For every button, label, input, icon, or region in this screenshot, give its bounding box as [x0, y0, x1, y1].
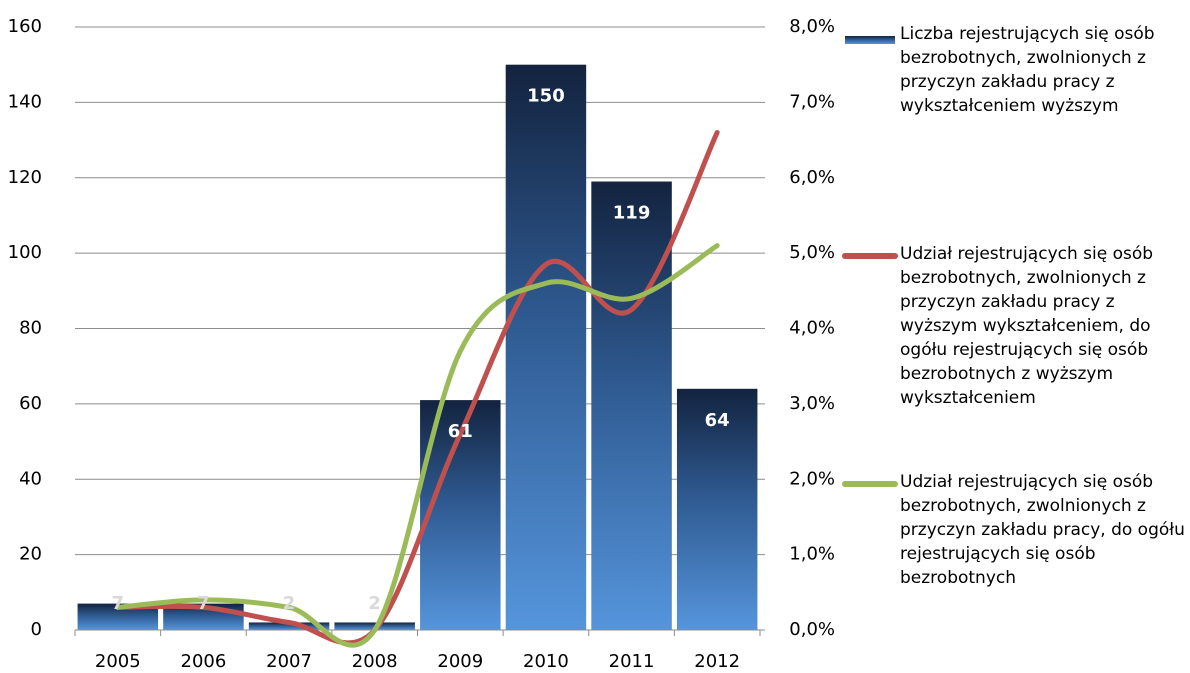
x-tick-label: 2011 [609, 651, 655, 672]
y-tick-label: 120 [8, 167, 42, 188]
y2-tick-label: 3,0% [789, 393, 835, 414]
y-tick-label: 160 [8, 16, 42, 37]
y2-tick-label: 0,0% [789, 619, 835, 640]
bar-value-label: 150 [527, 86, 565, 107]
x-tick-label: 2009 [437, 651, 483, 672]
y2-tick-label: 7,0% [789, 91, 835, 112]
x-tick-label: 2008 [352, 651, 398, 672]
y2-tick-label: 2,0% [789, 468, 835, 489]
legend-label: Udział rejestrujących się osób bezrobotn… [900, 472, 1185, 588]
bar [676, 388, 758, 630]
y-tick-label: 20 [19, 544, 42, 565]
y2-tick-label: 5,0% [789, 242, 835, 263]
bar-value-label: 2 [368, 593, 381, 614]
y2-tick-label: 4,0% [789, 318, 835, 339]
bar [248, 622, 330, 630]
y2-tick-label: 1,0% [789, 544, 835, 565]
line-series [115, 130, 720, 646]
y-tick-label: 60 [19, 393, 42, 414]
bar-value-label: 7 [112, 593, 125, 614]
x-tick-label: 2007 [266, 651, 312, 672]
x-tick-label: 2010 [523, 651, 569, 672]
y-tick-label: 100 [8, 242, 42, 263]
line-series [115, 243, 720, 648]
y-tick-label: 40 [19, 468, 42, 489]
y-tick-label: 0 [31, 619, 42, 640]
y-tick-label: 80 [19, 318, 42, 339]
legend-label: Liczba rejestrujących się osób bezrobotn… [900, 24, 1155, 116]
bar-value-label: 119 [613, 203, 651, 224]
bar [591, 181, 672, 631]
bar-value-label: 7 [197, 593, 210, 614]
y2-tick-label: 6,0% [789, 167, 835, 188]
y-tick-label: 140 [8, 91, 42, 112]
legend-swatch [845, 36, 895, 44]
y2-tick-label: 8,0% [789, 16, 835, 37]
x-tick-label: 2012 [694, 651, 740, 672]
bar-value-label: 61 [448, 421, 473, 442]
x-tick-label: 2005 [95, 651, 141, 672]
legend-label: Udział rejestrujących się osób bezrobotn… [900, 244, 1154, 408]
bar-value-label: 2 [283, 593, 296, 614]
bar-value-label: 64 [705, 410, 730, 431]
x-tick-label: 2006 [181, 651, 227, 672]
bar [505, 64, 587, 630]
